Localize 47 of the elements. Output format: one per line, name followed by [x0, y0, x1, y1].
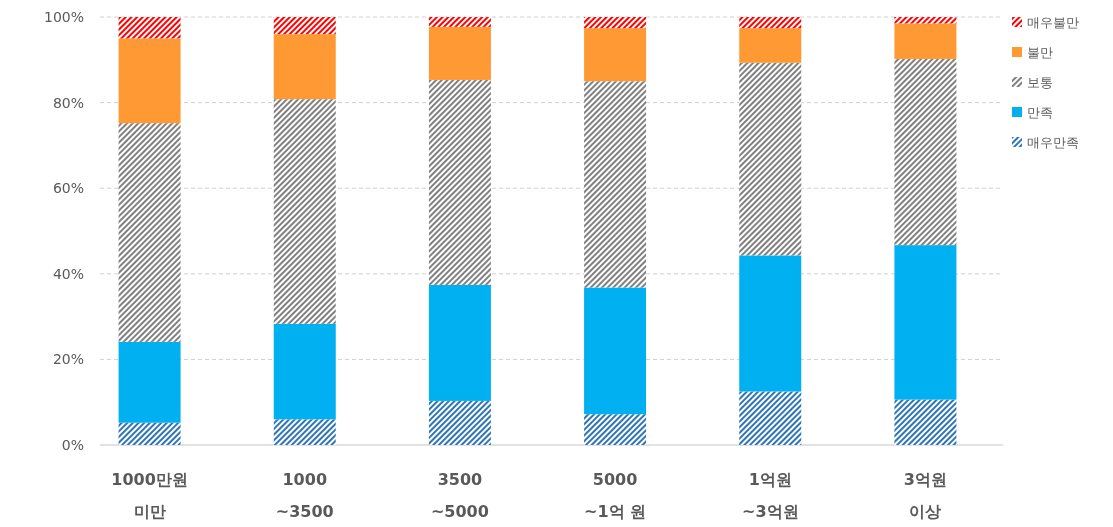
y-tick-label: 0% [61, 437, 84, 453]
bar [894, 58, 957, 246]
legend-label: 보통 [1027, 75, 1053, 90]
bar [273, 323, 336, 420]
x-tick-label: 3500 ~5000 [430, 470, 489, 521]
y-tick-label: 80% [52, 94, 84, 111]
legend-label: 만족 [1027, 105, 1053, 120]
y-tick-label: 40% [52, 265, 84, 282]
legend-label: 매우만족 [1027, 135, 1079, 150]
x-tick-label: 1억원 ~3억원 [741, 470, 799, 521]
x-tick-label: 1000만원 미만 [111, 470, 188, 521]
bar [894, 23, 957, 59]
x-tick-label: 1000 ~3500 [275, 470, 334, 521]
bar [428, 17, 491, 27]
bar [273, 419, 336, 445]
legend-label: 매우불만 [1027, 15, 1079, 30]
bar [273, 17, 336, 35]
bar [118, 17, 181, 39]
x-tick-label: 3억원 이상 [903, 470, 947, 521]
legend-label: 불만 [1027, 45, 1053, 60]
bar [428, 26, 491, 80]
bar [273, 34, 336, 100]
bar [118, 341, 181, 423]
bar [739, 28, 802, 63]
y-tick-label: 60% [52, 180, 84, 197]
bar [739, 391, 802, 445]
bar [739, 255, 802, 392]
bar [894, 399, 957, 445]
bar [118, 422, 181, 445]
bar [584, 81, 647, 288]
bar [584, 17, 647, 29]
bar [273, 99, 336, 324]
bar [894, 17, 957, 24]
bar [118, 38, 181, 124]
bar [118, 123, 181, 342]
bar [428, 400, 491, 445]
bar [584, 414, 647, 445]
y-tick-label: 20% [52, 351, 84, 368]
bar [894, 245, 957, 400]
bar [739, 17, 802, 29]
x-tick-label: 5000 ~1억 원 [584, 470, 647, 521]
bar [428, 79, 491, 285]
bar [584, 287, 647, 415]
bar [428, 284, 491, 401]
bar [739, 62, 802, 256]
y-tick-label: 100% [43, 9, 84, 25]
bar [584, 28, 647, 82]
